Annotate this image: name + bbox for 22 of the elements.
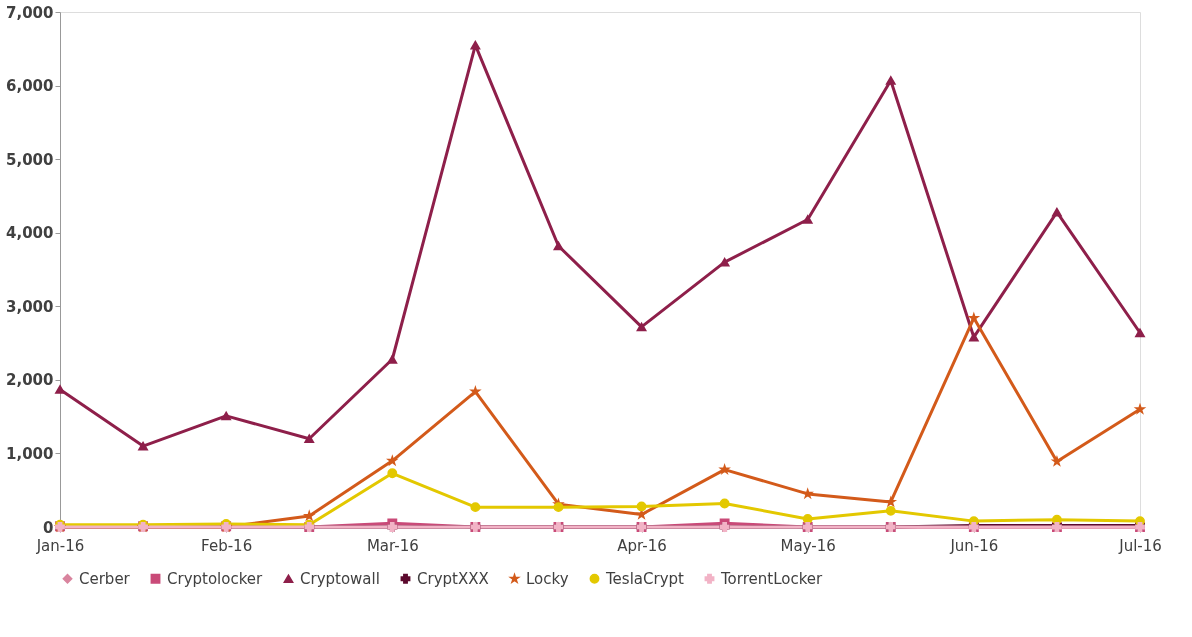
y-tick-label: 7,000: [6, 3, 54, 22]
legend-label: Locky: [526, 569, 569, 588]
legend-label: TeslaCrypt: [605, 569, 685, 588]
legend-label: TorrentLocker: [720, 569, 824, 588]
y-tick-label: 5,000: [6, 150, 54, 169]
y-tick-label: 6,000: [6, 77, 54, 96]
x-tick-label: Jun-16: [949, 536, 999, 555]
x-tick-label: Jul-16: [1118, 536, 1162, 555]
y-tick-label: 2,000: [6, 371, 54, 390]
legend-label: Cryptowall: [300, 569, 380, 588]
legend-label: Cerber: [79, 569, 131, 588]
legend-label: Cryptolocker: [167, 569, 264, 588]
y-tick-label: 3,000: [6, 297, 54, 316]
x-tick-label: Feb-16: [201, 536, 253, 555]
x-tick-label: Apr-16: [617, 536, 667, 555]
y-tick-label: 4,000: [6, 224, 54, 243]
x-tick-label: Jan-16: [35, 536, 85, 555]
x-tick-label: Mar-16: [366, 536, 419, 555]
legend-label: CryptXXX: [417, 569, 489, 588]
y-tick-label: 1,000: [6, 444, 54, 463]
y-tick-label: 0: [43, 518, 54, 537]
x-tick-label: May-16: [780, 536, 836, 555]
